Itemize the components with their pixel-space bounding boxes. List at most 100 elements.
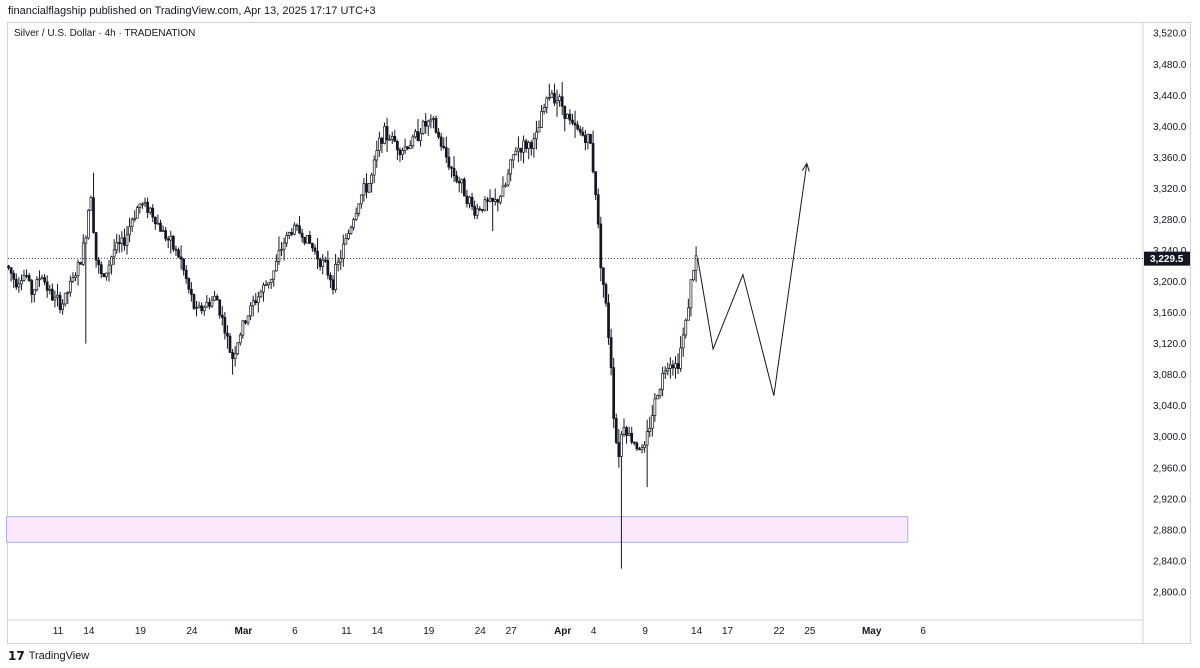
- candle-body: [45, 281, 49, 291]
- candle-body: [205, 302, 209, 308]
- x-tick-label: 24: [475, 626, 487, 637]
- candle-body: [589, 134, 592, 144]
- candle-body: [311, 242, 314, 249]
- candle-body: [362, 183, 366, 196]
- candle-body: [349, 227, 353, 234]
- candle-body: [218, 299, 222, 316]
- candle-body: [676, 363, 680, 369]
- y-tick-label: 3,000.0: [1153, 432, 1187, 443]
- projection-arrow-head-icon: [801, 162, 810, 172]
- x-tick-label: 14: [372, 626, 384, 637]
- candle-body: [594, 171, 598, 196]
- candle-body: [128, 226, 131, 236]
- y-tick-label: 2,800.0: [1153, 587, 1187, 598]
- x-tick-label: 25: [804, 626, 816, 637]
- candle-body: [174, 248, 178, 251]
- y-tick-label: 2,920.0: [1153, 494, 1187, 505]
- candle-body: [599, 223, 603, 269]
- candle-body: [22, 275, 26, 281]
- candle-body: [161, 230, 165, 232]
- candle-body: [470, 196, 474, 207]
- candle-body: [110, 256, 113, 266]
- candle-body: [228, 335, 232, 353]
- candle-body: [56, 294, 59, 298]
- candle-body: [383, 126, 386, 144]
- y-tick-label: 2,880.0: [1153, 525, 1187, 536]
- candle-body: [339, 258, 343, 263]
- candle-body: [213, 295, 216, 301]
- candle-body: [393, 136, 397, 142]
- candle-body: [586, 134, 590, 143]
- chart-legend-title: Silver / U.S. Dollar · 4h · TRADENATION: [14, 28, 195, 39]
- candle-body: [35, 279, 39, 291]
- candle-body: [460, 178, 464, 184]
- candle-body: [329, 274, 332, 281]
- candle-body: [663, 370, 667, 374]
- candle-body: [316, 250, 319, 260]
- candle-body: [195, 307, 198, 309]
- candle-body: [666, 368, 670, 372]
- candle-body: [120, 237, 124, 244]
- candle-body: [496, 199, 500, 203]
- candle-body: [426, 120, 430, 127]
- y-tick-label: 3,520.0: [1153, 29, 1187, 40]
- candle-body: [223, 317, 227, 334]
- candle-body: [285, 235, 289, 244]
- candle-body: [602, 267, 605, 285]
- candle-body: [159, 222, 162, 232]
- candle-body: [416, 131, 420, 141]
- candle-body: [514, 150, 518, 156]
- candle-body: [591, 143, 595, 172]
- candle-body: [468, 196, 471, 204]
- tradingview-footer[interactable]: 17 TradingView: [8, 648, 89, 664]
- candle-body: [262, 284, 265, 293]
- candle-body: [488, 197, 492, 202]
- x-tick-label: Mar: [235, 626, 253, 637]
- candle-body: [287, 232, 291, 236]
- candle-body: [656, 395, 659, 400]
- candle-body: [226, 332, 229, 337]
- candle-body: [612, 367, 616, 419]
- candle-body: [179, 256, 183, 260]
- candle-body: [504, 184, 507, 187]
- candle-body: [558, 96, 561, 101]
- candle-body: [321, 259, 325, 267]
- candle-body: [146, 201, 149, 213]
- candle-body: [215, 295, 219, 301]
- candle-body: [390, 136, 394, 140]
- candle-body: [447, 156, 451, 168]
- candle-body: [48, 288, 52, 291]
- candle-body: [141, 203, 144, 206]
- candle-body: [465, 195, 469, 204]
- candle-body: [359, 194, 363, 205]
- candle-body: [17, 283, 21, 288]
- projection-path[interactable]: [697, 163, 808, 396]
- candle-body: [148, 207, 152, 213]
- candle-body: [694, 255, 698, 271]
- candle-body: [625, 427, 628, 436]
- candle-body: [406, 146, 410, 150]
- candle-body: [63, 292, 67, 305]
- candle-body: [571, 119, 574, 124]
- candle-body: [439, 136, 443, 147]
- candle-body: [527, 142, 531, 149]
- candle-body: [153, 216, 157, 225]
- candle-body: [300, 232, 304, 238]
- x-tick-label: 14: [691, 626, 703, 637]
- candle-body: [620, 434, 623, 457]
- candle-body: [117, 242, 121, 244]
- candle-body: [169, 235, 173, 241]
- candle-body: [347, 232, 350, 239]
- candle-body: [254, 300, 258, 304]
- candle-body: [305, 234, 309, 244]
- candle-body: [61, 303, 64, 310]
- candle-body: [568, 113, 572, 121]
- x-tick-label: 14: [83, 626, 95, 637]
- demand-zone[interactable]: [6, 516, 909, 543]
- candle-body: [38, 278, 41, 281]
- candle-body: [40, 277, 44, 280]
- candle-body: [398, 149, 402, 156]
- candle-body: [313, 247, 317, 252]
- candle-body: [81, 242, 85, 265]
